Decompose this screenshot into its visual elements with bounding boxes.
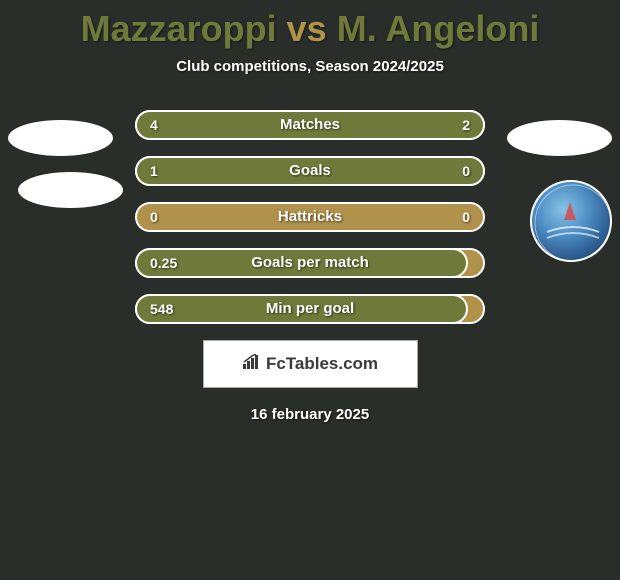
stat-row: Hattricks0 0 (135, 202, 485, 232)
vs-text: vs (277, 8, 337, 49)
bar-value-right: 0 (462, 156, 470, 186)
brand-box[interactable]: FcTables.com (203, 340, 418, 388)
stats-container: Matches42Goals10Hattricks00Goals per mat… (0, 110, 620, 324)
bar-value-left: 4 (150, 110, 158, 140)
bar-label: Hattricks (135, 202, 485, 232)
bar-value-left: 0 (150, 202, 158, 232)
stat-row: Goals1 0 (135, 156, 485, 186)
stat-row: Min per goal548 (135, 294, 485, 324)
subtitle: Club competitions, Season 2024/2025 (0, 58, 620, 75)
player2-name: M. Angeloni (337, 8, 540, 49)
brand-label: FcTables.com (266, 354, 378, 374)
bar-label: Matches (135, 110, 485, 140)
brand-text: FcTables.com (242, 354, 378, 375)
bar-value-right: 0 (462, 202, 470, 232)
bar-value-left: 1 (150, 156, 158, 186)
chart-icon (242, 354, 262, 375)
title: Mazzaroppi vs M. Angeloni (0, 0, 620, 50)
stat-row: Matches4 2 (135, 110, 485, 140)
bar-value-left: 548 (150, 294, 173, 324)
player1-name: Mazzaroppi (81, 8, 277, 49)
bar-label: Min per goal (135, 294, 485, 324)
stat-row: Goals per match0.25 (135, 248, 485, 278)
bar-label: Goals per match (135, 248, 485, 278)
date-text: 16 february 2025 (0, 406, 620, 423)
bar-value-left: 0.25 (150, 248, 177, 278)
bar-label: Goals (135, 156, 485, 186)
bar-value-right: 2 (462, 110, 470, 140)
